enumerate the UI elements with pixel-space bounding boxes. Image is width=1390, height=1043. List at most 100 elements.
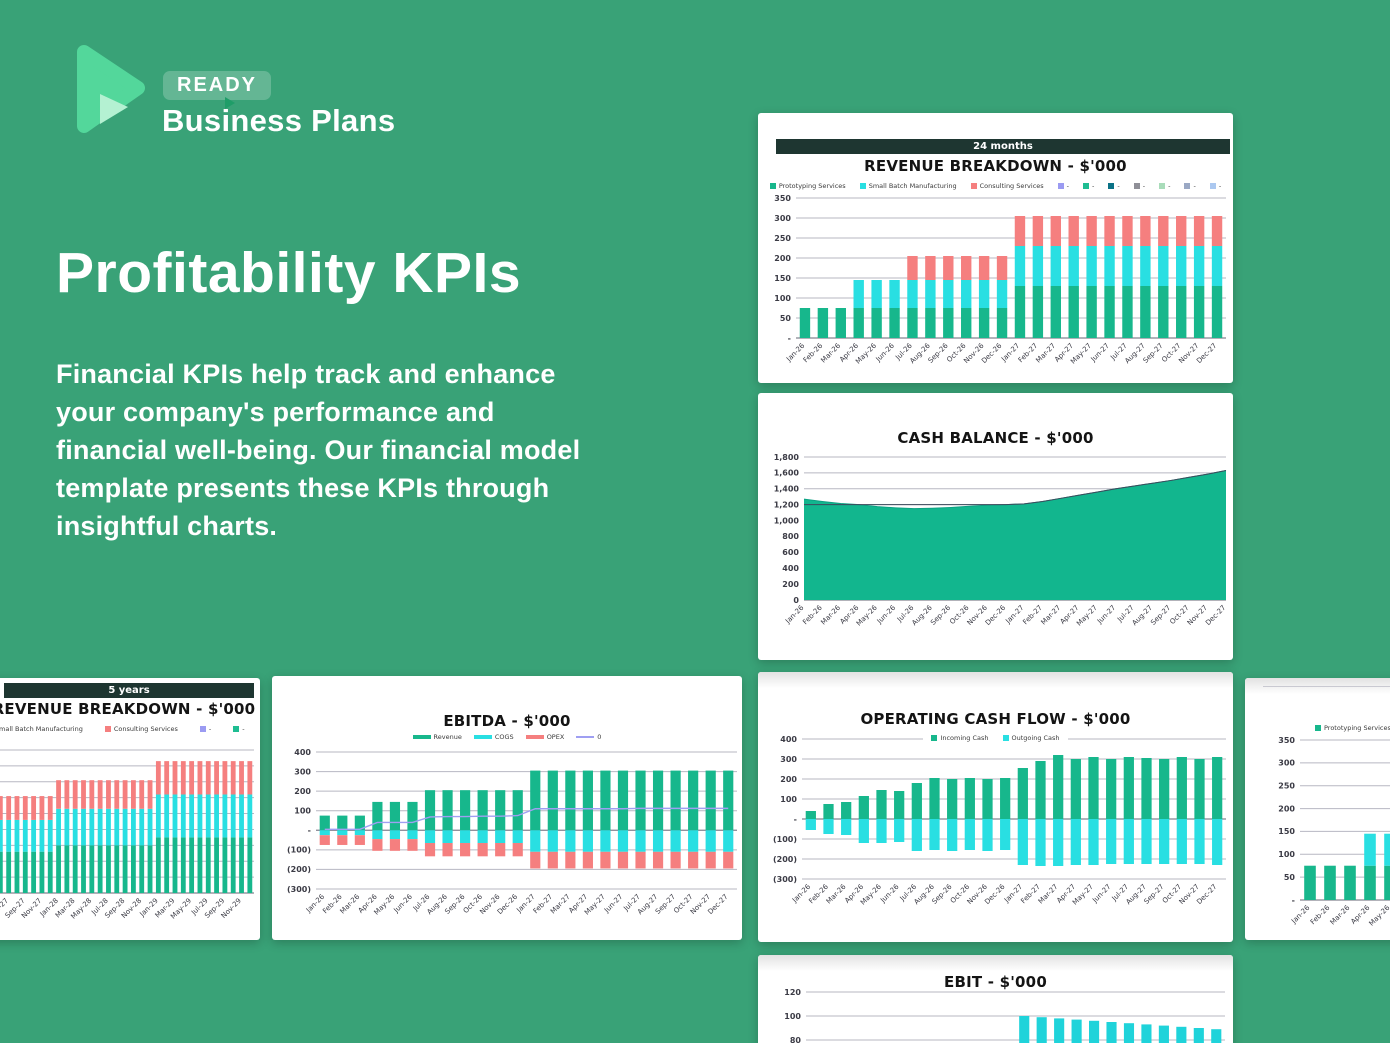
panel-revenue-breakdown-5y: 5 years REVENUE BREAKDOWN - $'000 Protot… — [0, 678, 260, 940]
legend-swatch-icon — [1315, 725, 1321, 731]
svg-text:200: 200 — [1278, 804, 1295, 813]
svg-text:Mar-26: Mar-26 — [1329, 903, 1352, 926]
svg-text:-: - — [788, 334, 791, 343]
svg-text:May-26: May-26 — [855, 603, 879, 627]
svg-text:1,400: 1,400 — [774, 485, 800, 494]
svg-text:200: 200 — [294, 787, 311, 796]
svg-text:50: 50 — [1284, 873, 1296, 882]
legend-swatch-icon — [104, 726, 111, 732]
legend-swatch-icon — [525, 735, 544, 739]
svg-text:Dec-27: Dec-27 — [1195, 342, 1218, 365]
svg-text:300: 300 — [780, 755, 797, 764]
chart-title: REVENUE BREAKDOWN - $'000 — [0, 700, 256, 718]
svg-text:400: 400 — [294, 748, 311, 757]
svg-text:Dec-26: Dec-26 — [983, 882, 1007, 906]
svg-text:Jun-26: Jun-26 — [392, 892, 415, 915]
svg-text:150: 150 — [1278, 827, 1295, 836]
svg-text:50: 50 — [780, 314, 792, 323]
svg-text:Mar-26: Mar-26 — [338, 892, 361, 915]
legend-item: Small Batch Manufacturing — [0, 725, 83, 733]
operating-cash-flow-chart: 400300200100-(100)(200)(300)Jan-26Feb-26… — [773, 735, 1226, 907]
svg-text:80: 80 — [790, 1036, 802, 1043]
svg-text:300: 300 — [774, 214, 791, 223]
svg-text:Mar-27: Mar-27 — [549, 893, 572, 916]
chart-title: EBITDA - $'000 — [443, 712, 571, 730]
svg-text:Mar-26: Mar-26 — [819, 603, 842, 626]
svg-text:Jun-26: Jun-26 — [874, 341, 897, 364]
legend-item: COGS — [473, 733, 514, 741]
legend-item: - — [1184, 182, 1196, 190]
svg-text:Sep-27: Sep-27 — [1143, 883, 1166, 906]
legend-swatch-icon — [1184, 183, 1191, 189]
brand-logo — [74, 44, 152, 145]
svg-text:Jul-27: Jul-27 — [0, 897, 10, 917]
svg-text:(300): (300) — [287, 885, 311, 894]
svg-text:350: 350 — [1278, 736, 1295, 745]
legend-item: 0 — [576, 733, 601, 741]
svg-text:Sep-26: Sep-26 — [927, 341, 950, 364]
revenue-breakdown-24m-chart: 35030025020015010050-Jan-26Feb-26Mar-26A… — [774, 194, 1226, 366]
panel-cash-balance: CASH BALANCE - $'000 1,800 1,600 1,400 1,20… — [758, 393, 1233, 660]
legend-item: Outgoing Cash — [1002, 734, 1060, 742]
svg-text:250: 250 — [774, 234, 791, 243]
legend-item: Incoming Cash — [931, 734, 989, 742]
svg-text:Jun-27: Jun-27 — [1090, 883, 1112, 905]
svg-text:200: 200 — [780, 775, 797, 784]
legend-swatch-icon — [970, 183, 977, 189]
svg-text:1,200: 1,200 — [774, 500, 800, 509]
svg-text:1,800: 1,800 — [774, 453, 800, 462]
play-logo-icon — [77, 45, 145, 133]
svg-text:400: 400 — [782, 564, 799, 573]
page-title: Profitability KPIs — [56, 241, 522, 305]
svg-text:Dec-26: Dec-26 — [984, 603, 1008, 627]
legend-swatch-icon — [412, 735, 431, 739]
legend-item: - — [199, 725, 211, 733]
chart-legend-inner: Incoming Cash Outgoing Cash — [923, 734, 1068, 742]
ready-badge: READY — [163, 71, 272, 100]
svg-text:Mar-26: Mar-26 — [825, 882, 848, 905]
top-gridline — [1263, 686, 1390, 687]
svg-text:150: 150 — [774, 274, 791, 283]
svg-text:Dec-26: Dec-26 — [980, 341, 1004, 365]
svg-text:Dec-27: Dec-27 — [1195, 883, 1218, 906]
svg-text:Sep-27: Sep-27 — [1142, 342, 1165, 365]
svg-text:400: 400 — [780, 735, 797, 744]
svg-text:(300): (300) — [773, 875, 797, 884]
chart-title: EBIT - $'000 — [944, 973, 1047, 991]
svg-text:Dec-27: Dec-27 — [1204, 604, 1227, 627]
chart-title: CASH BALANCE - $'000 — [897, 429, 1094, 447]
svg-text:Jun-27: Jun-27 — [602, 893, 624, 915]
brand-accent-icon — [225, 97, 235, 109]
period-tab: 24 months — [776, 139, 1230, 154]
svg-text:Jun-26: Jun-26 — [875, 603, 898, 626]
legend-swatch-icon — [1209, 183, 1216, 189]
panel-ebit: 120 100 80 EBIT - $'000 — [758, 955, 1233, 1043]
svg-text:Sep-26: Sep-26 — [931, 882, 954, 905]
svg-text:Feb-26: Feb-26 — [1309, 903, 1332, 926]
ebit-chart: 120 100 80 — [784, 988, 1225, 1043]
legend-swatch-icon — [1057, 183, 1064, 189]
revenue-breakdown-5y-chart: 45040035030025020015010050-Jan-25Mar-25M… — [0, 749, 254, 921]
legend-item: Small Batch Manufacturing — [859, 182, 957, 190]
svg-text:600: 600 — [782, 548, 799, 557]
legend-item: - — [1057, 182, 1069, 190]
svg-text:May-27: May-27 — [1075, 604, 1099, 628]
legend-item: Consulting Services — [970, 182, 1044, 190]
svg-text:Mar-27: Mar-27 — [1034, 342, 1057, 365]
svg-text:120: 120 — [784, 988, 801, 997]
svg-text:0: 0 — [793, 596, 799, 605]
svg-text:100: 100 — [774, 294, 791, 303]
svg-text:1,000: 1,000 — [774, 516, 800, 525]
legend-swatch-icon — [1108, 183, 1115, 189]
legend-swatch-icon — [233, 726, 240, 732]
legend-swatch-icon — [199, 726, 206, 732]
revenue-breakdown-partial-chart: 35030025020015010050-Jan-26Feb-26Mar-26A… — [1278, 736, 1390, 928]
svg-text:Dec-26: Dec-26 — [496, 892, 520, 916]
svg-text:(200): (200) — [773, 855, 797, 864]
legend-swatch-icon — [576, 736, 595, 738]
svg-text:(200): (200) — [287, 865, 311, 874]
